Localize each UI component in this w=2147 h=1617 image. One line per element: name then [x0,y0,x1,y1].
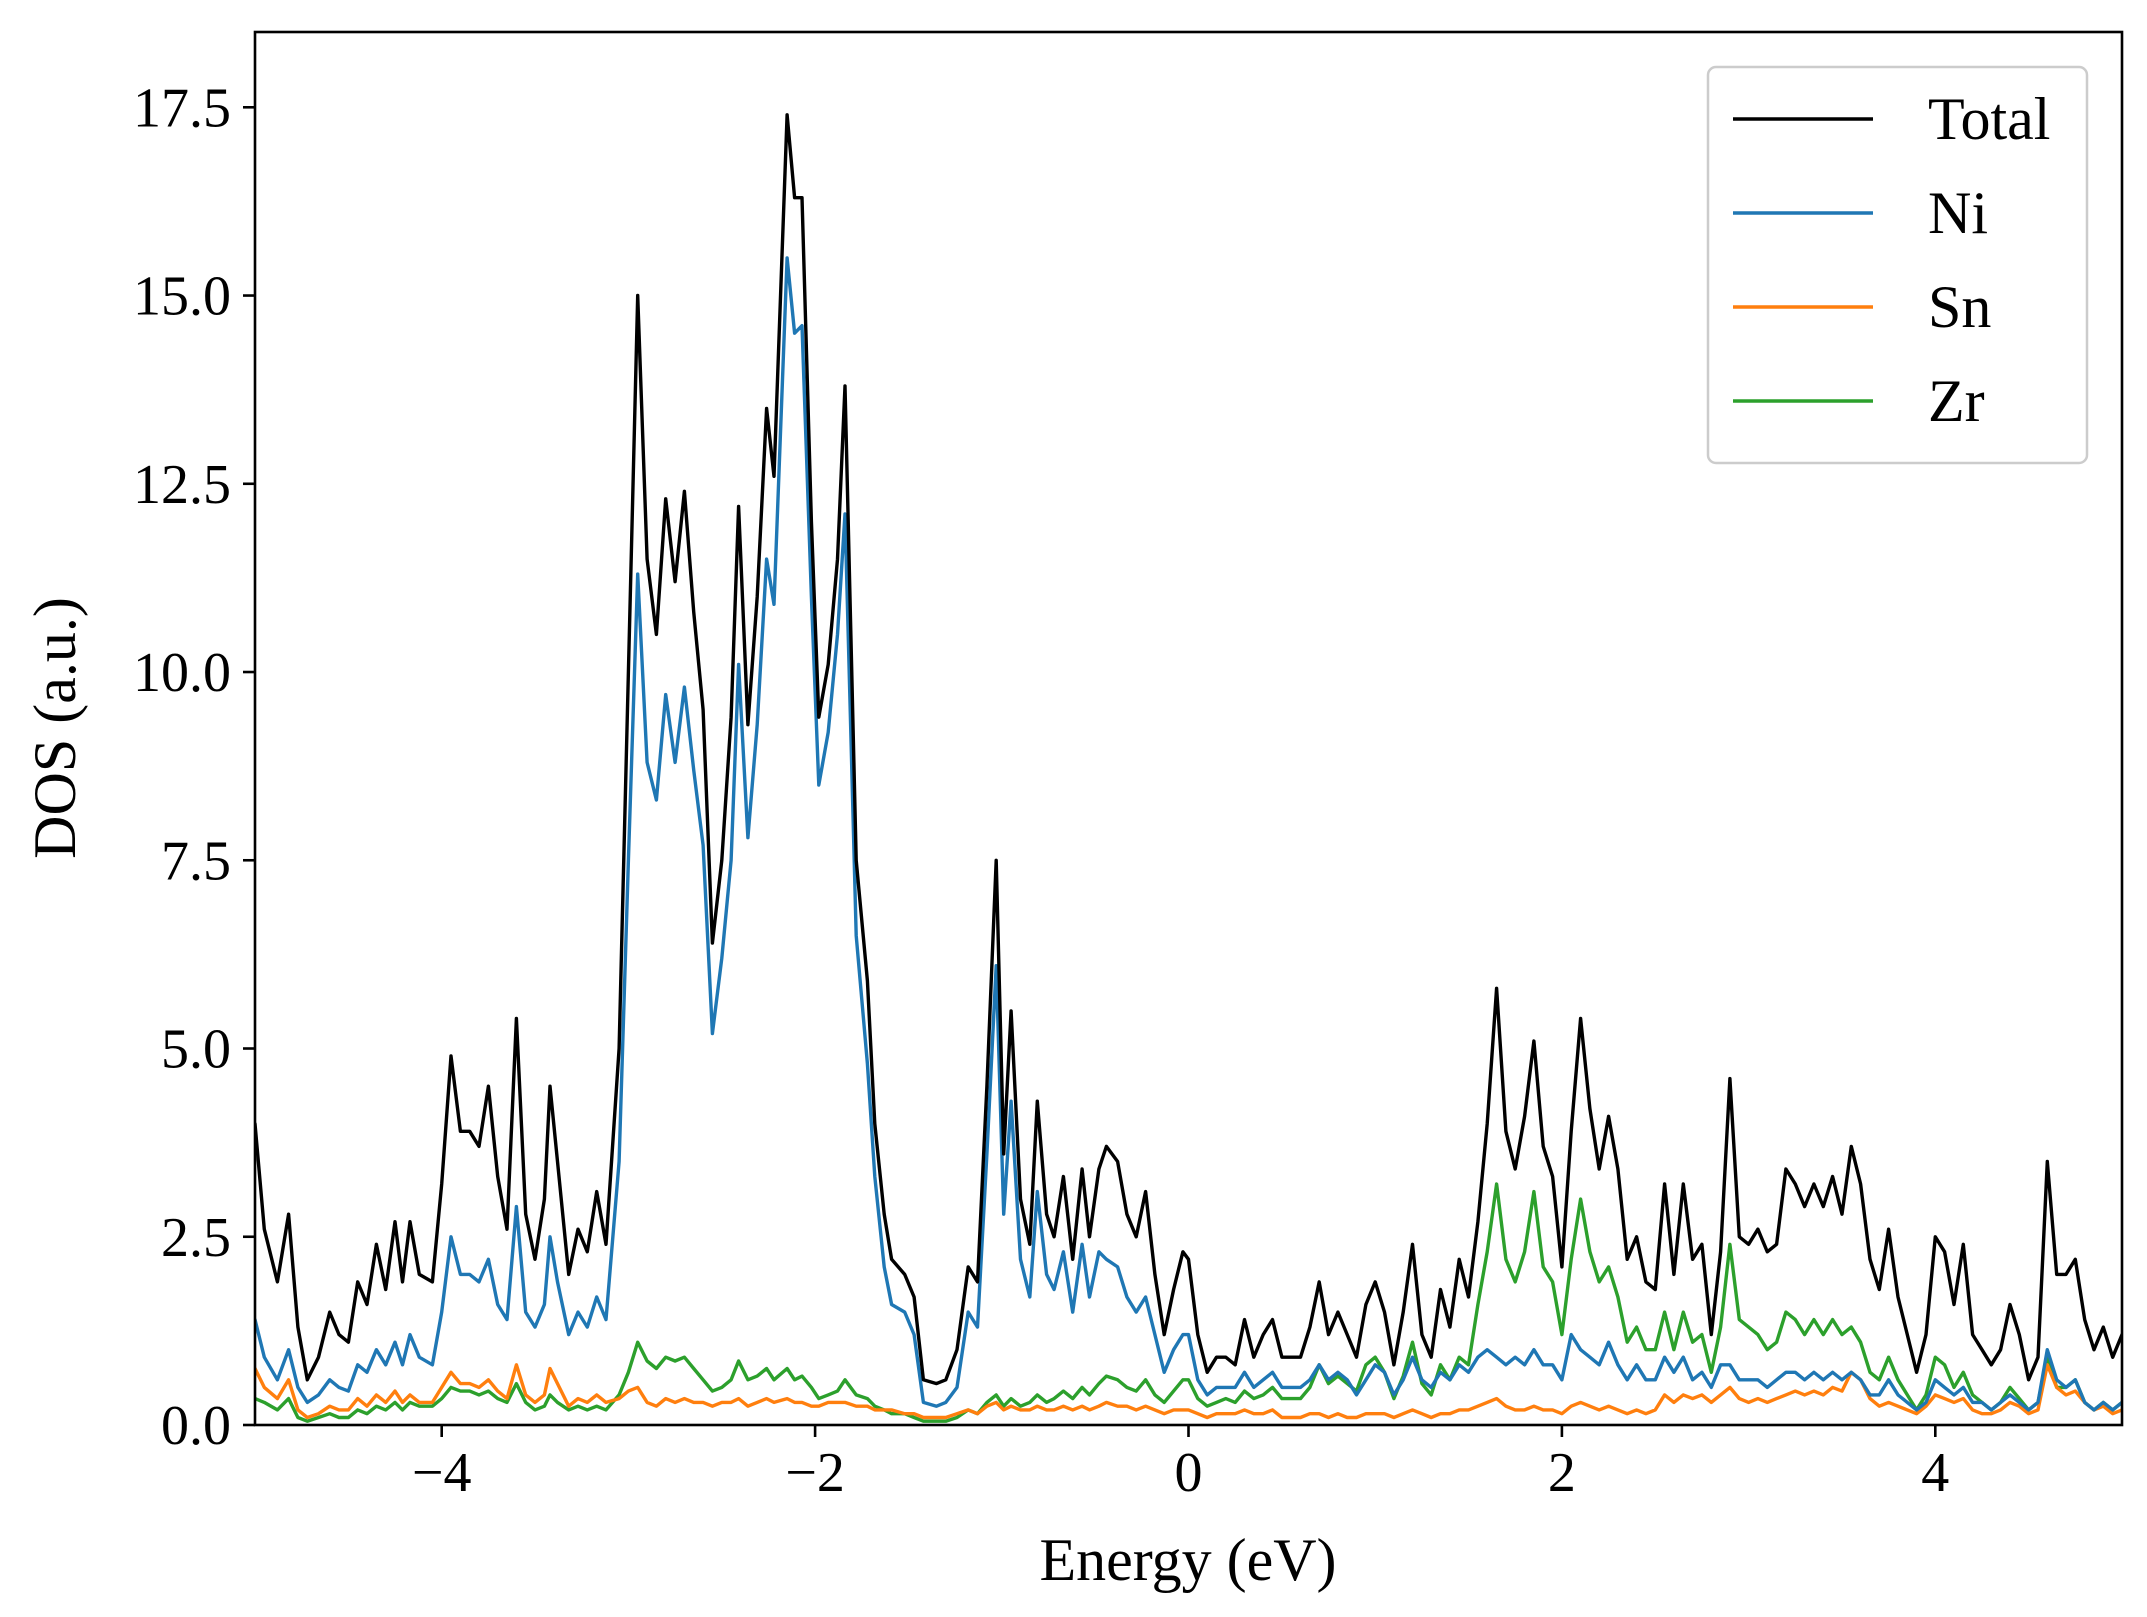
y-tick-label: 10.0 [133,642,231,704]
legend-box [1706,65,2089,465]
series-line-sn [255,1363,2122,1420]
series-line-zr [255,1182,2122,1423]
legend-label-sn: Sn [1928,274,1991,340]
x-tick-label: −2 [785,1442,845,1504]
series-line-total [255,113,2122,1386]
x-tick-label: 4 [1921,1442,1949,1504]
y-tick-label: 17.5 [133,77,231,139]
legend-label-zr: Zr [1928,368,1985,434]
y-tick-label: 5.0 [161,1019,231,1081]
legend-label-total: Total [1928,86,2050,152]
x-tick-label: 0 [1175,1442,1203,1504]
x-tick-label: −4 [412,1442,472,1504]
series-line-ni [255,256,2122,1412]
y-tick-label: 2.5 [161,1207,231,1269]
y-axis-label: DOS (a.u.) [22,597,88,859]
legend: Total Ni Sn Zr [1706,65,2089,465]
y-tick-label: 15.0 [133,266,231,328]
x-axis: −4 −2 0 2 4 [412,1425,1949,1504]
legend-label-ni: Ni [1928,180,1988,246]
y-tick-label: 7.5 [161,830,231,892]
y-tick-label: 0.0 [161,1395,231,1457]
y-tick-label: 12.5 [133,454,231,516]
x-tick-label: 2 [1548,1442,1576,1504]
series-layer [255,113,2122,1423]
x-axis-label: Energy (eV) [1039,1527,1336,1593]
y-axis: 0.0 2.5 5.0 7.5 10.0 12.5 15.0 17.5 [133,77,255,1457]
